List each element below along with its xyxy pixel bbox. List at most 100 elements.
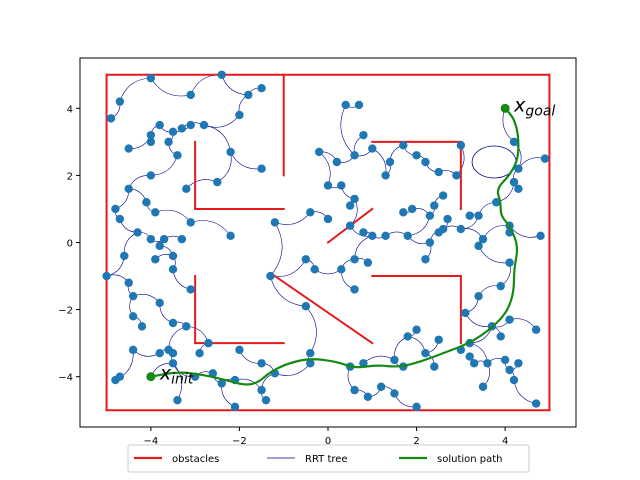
tree-node xyxy=(465,211,474,220)
tree-node xyxy=(452,171,461,180)
x-tick-label: −2 xyxy=(232,436,247,447)
tree-node xyxy=(363,392,373,402)
tree-node xyxy=(478,234,488,244)
tree-node xyxy=(146,171,156,180)
tree-node xyxy=(368,231,377,240)
tree-node xyxy=(261,395,271,405)
tree-node xyxy=(204,338,213,348)
tree-node xyxy=(350,285,359,294)
tree-node xyxy=(390,389,399,398)
tree-node xyxy=(456,224,466,234)
tree-node xyxy=(151,208,160,217)
legend-label: solution path xyxy=(437,454,503,465)
tree-node xyxy=(270,218,280,227)
tree-node xyxy=(235,345,244,355)
tree-node xyxy=(430,362,439,371)
tree-node xyxy=(465,352,474,361)
tree-node xyxy=(407,204,417,214)
tree-node xyxy=(385,157,395,167)
tree-node xyxy=(155,241,164,251)
tree-node xyxy=(443,214,452,224)
tree-node xyxy=(146,234,156,244)
tree-node xyxy=(531,325,541,334)
y-tick-label: 4 xyxy=(67,104,73,115)
tree-node xyxy=(168,127,178,136)
tree-node xyxy=(341,100,350,110)
tree-node xyxy=(168,349,178,358)
tree-node xyxy=(474,291,483,301)
tree-node xyxy=(301,302,311,311)
tree-node xyxy=(376,382,386,391)
legend-label: obstacles xyxy=(172,454,219,465)
tree-node xyxy=(168,265,178,274)
obstacle-segment xyxy=(273,274,374,345)
tree-node xyxy=(266,271,275,281)
tree-node xyxy=(186,120,195,130)
y-tick-label: −2 xyxy=(58,306,73,317)
x-goal-label: xgoal xyxy=(513,94,555,119)
tick-layer: −4 −2 0 2 4 −4 −2 0 2 4 xyxy=(58,104,508,447)
tree-node xyxy=(120,251,129,261)
tree-node xyxy=(536,231,545,240)
tree-node xyxy=(350,385,359,395)
tree-node xyxy=(177,234,187,244)
tree-node xyxy=(124,278,133,287)
tree-node xyxy=(155,120,164,130)
tree-node xyxy=(350,194,359,204)
tree-node xyxy=(133,228,142,237)
tree-node xyxy=(137,322,147,331)
tree-node xyxy=(257,164,266,173)
tree-node xyxy=(257,83,266,93)
tree-node xyxy=(496,332,505,341)
tree-node xyxy=(168,318,178,328)
tree-node xyxy=(461,308,470,318)
tree-edge xyxy=(270,222,283,277)
tree-node xyxy=(421,157,430,167)
tree-node xyxy=(164,137,173,147)
x-tick-label: −4 xyxy=(143,436,158,447)
start-marker xyxy=(146,372,156,382)
tree-node xyxy=(478,382,488,391)
tree-node xyxy=(500,355,510,365)
tree-node xyxy=(128,345,138,355)
tree-node xyxy=(359,359,368,368)
y-tick-label: −4 xyxy=(58,373,73,384)
tree-node xyxy=(337,181,346,190)
tree-node xyxy=(146,73,156,83)
tree-node xyxy=(111,204,120,214)
tree-node xyxy=(226,147,235,157)
tree-node xyxy=(177,124,187,133)
tree-node xyxy=(434,167,443,177)
tree-node xyxy=(244,90,253,100)
tree-node xyxy=(505,365,514,375)
tree-node xyxy=(208,369,218,378)
tree-node xyxy=(115,372,125,381)
tree-edge xyxy=(150,77,191,97)
x-tick-label: 0 xyxy=(325,436,331,447)
tree-node xyxy=(399,208,408,217)
annotation-layer: xinit xgoal xyxy=(146,94,555,388)
solution-path xyxy=(150,107,520,386)
tree-node xyxy=(102,271,111,281)
tree-node xyxy=(306,359,315,368)
tree-node xyxy=(186,218,195,227)
tree-node xyxy=(350,255,359,264)
tree-node xyxy=(474,211,483,220)
goal-marker xyxy=(500,103,510,113)
tree-node xyxy=(230,402,240,412)
tree-node xyxy=(359,228,368,237)
tree-node xyxy=(381,231,390,240)
tree-node xyxy=(146,130,156,140)
tree-node xyxy=(301,255,311,264)
tree-node xyxy=(159,234,169,244)
tree-node xyxy=(425,211,435,220)
tree-node xyxy=(505,258,514,267)
tree-node xyxy=(354,100,364,110)
tree-node xyxy=(195,349,204,358)
tree-node xyxy=(168,251,178,261)
y-tick-label: 0 xyxy=(67,239,73,250)
tree-node xyxy=(199,120,209,130)
tree-node xyxy=(106,114,116,123)
